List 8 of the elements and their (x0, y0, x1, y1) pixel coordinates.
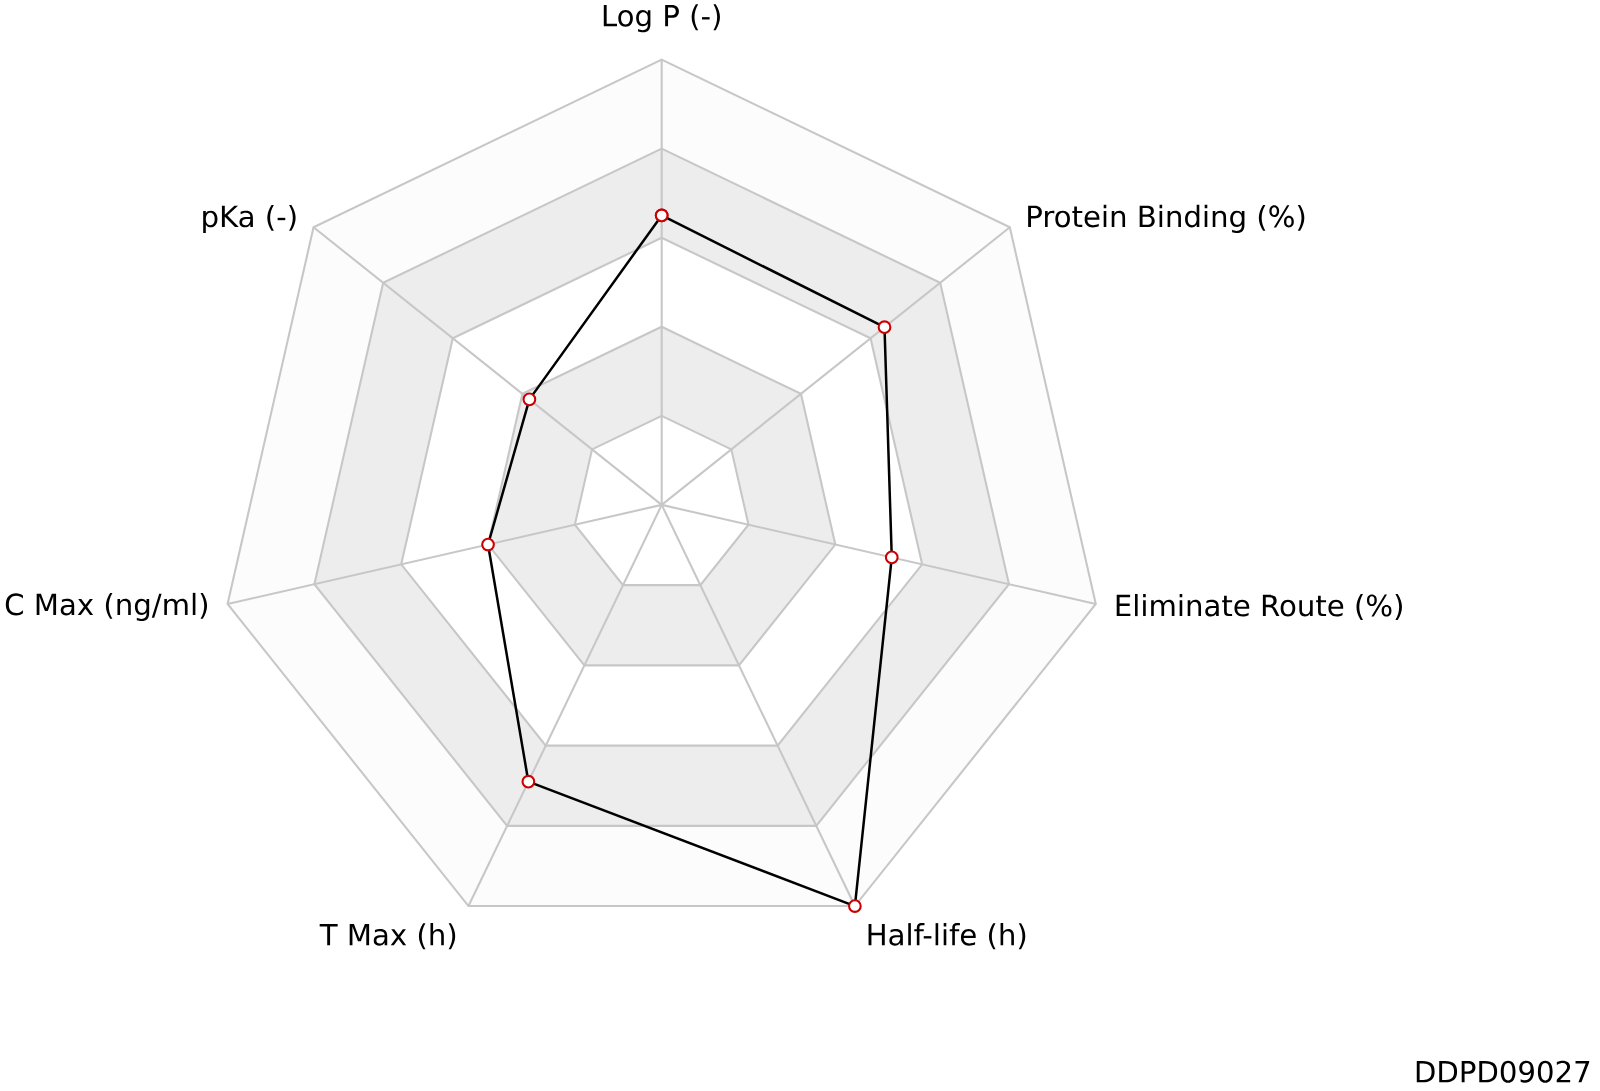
spoke-label: Eliminate Route (%) (1116, 593, 1402, 620)
spoke-label: pKa (-) (203, 204, 296, 234)
text: DDPD09027 (1416, 1060, 1590, 1083)
spoke-label: T Max (h) (319, 923, 456, 950)
spoke-label: Half-life (h) (868, 923, 1026, 950)
spoke-label: C Max (ng/ml) (5, 592, 208, 622)
spoke-label: Log P (-) (603, 4, 720, 33)
spoke-label: Protein Binding (%) (1028, 204, 1305, 234)
